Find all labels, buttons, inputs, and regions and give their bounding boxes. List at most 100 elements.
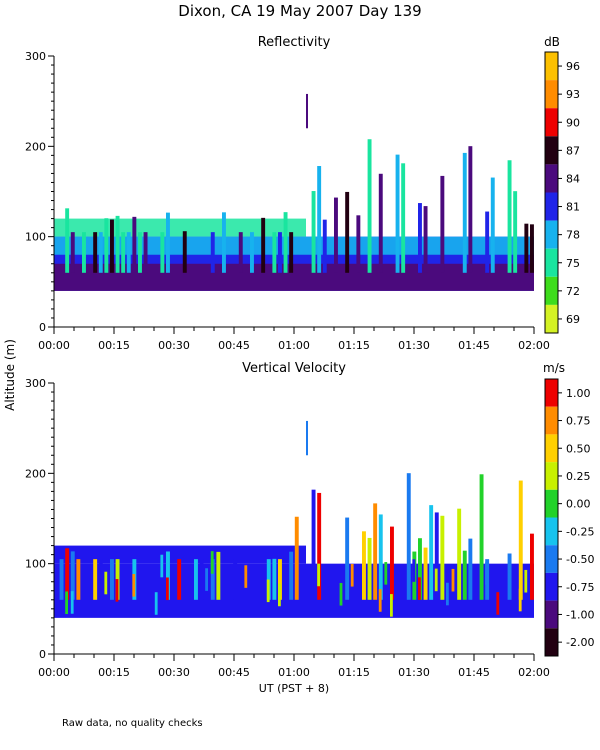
figure-title: Dixon, CA 19 May 2007 Day 139	[178, 2, 421, 20]
vertical-velocity-updraft-streak	[166, 577, 169, 601]
reflectivity-mid-layer	[54, 236, 534, 255]
vertical-velocity-updraft-streak	[524, 569, 528, 593]
vertical-velocity-echo-streak	[390, 526, 394, 600]
reflectivity-x-tick-label: 00:00	[38, 339, 70, 352]
reflectivity-echo-streak	[440, 175, 445, 273]
reflectivity-echo-streak	[93, 232, 98, 273]
vertical-velocity-updraft-streak	[205, 568, 208, 591]
reflectivity-echo-streak	[507, 160, 512, 273]
vertical-velocity-echo-streak	[311, 489, 316, 600]
vertical-velocity-echo-streak	[457, 508, 462, 600]
reflectivity-spike	[306, 93, 308, 129]
vertical-velocity-updraft-streak	[104, 571, 108, 595]
vertical-velocity-colorbar-label: 0.75	[566, 415, 591, 428]
vertical-velocity-echo-streak	[194, 559, 198, 600]
vertical-velocity-echo-streak	[65, 548, 70, 600]
vertical-velocity-echo-streak	[345, 517, 350, 600]
vertical-velocity-updraft-streak	[244, 565, 248, 588]
reflectivity-echo-streak	[423, 206, 428, 273]
reflectivity-colorbar-swatch	[545, 192, 558, 221]
reflectivity-echo-streak	[166, 212, 170, 273]
reflectivity-echo-streak	[468, 146, 473, 273]
reflectivity-colorbar-swatch	[545, 80, 558, 109]
reflectivity-echo-streak	[272, 232, 277, 273]
vertical-velocity-y-tick-label: 300	[25, 377, 46, 390]
vertical-velocity-x-tick-label: 00:45	[218, 666, 250, 679]
vertical-velocity-updraft-streak	[350, 563, 354, 587]
x-axis-label: UT (PST + 8)	[259, 682, 329, 695]
reflectivity-colorbar-swatch	[545, 108, 558, 137]
vertical-velocity-echo-streak	[418, 538, 422, 600]
vertical-velocity-echo-streak	[434, 512, 439, 600]
vertical-velocity-colorbar-swatch	[545, 628, 558, 656]
vertical-velocity-echo-streak	[423, 547, 428, 600]
vertical-velocity-updraft-streak	[518, 588, 522, 612]
vertical-velocity-x-tick-label: 01:30	[398, 666, 430, 679]
reflectivity-panel-title: Reflectivity	[258, 35, 331, 50]
reflectivity-colorbar-swatch	[545, 304, 558, 333]
vertical-velocity-echo-streak	[177, 559, 182, 600]
vertical-velocity-y-tick-label: 100	[25, 558, 46, 571]
reflectivity-echo-streak	[345, 191, 350, 273]
reflectivity-panel: Reflectivity 0 100 200 300 00:00 00:15 00:30 00…	[25, 35, 580, 352]
vertical-velocity-updraft-streak	[434, 568, 438, 592]
vertical-velocity-x-tick-label: 01:15	[338, 666, 370, 679]
reflectivity-echo-streak	[378, 173, 383, 273]
reflectivity-echo-streak	[182, 231, 187, 273]
reflectivity-echo-streak	[278, 232, 282, 273]
reflectivity-echo-streak	[138, 232, 142, 273]
vertical-velocity-echo-streak	[406, 473, 411, 600]
vertical-velocity-echo-streak	[216, 551, 221, 600]
vertical-velocity-updraft-streak	[160, 554, 164, 578]
vertical-velocity-echo-streak	[76, 559, 81, 600]
vertical-velocity-updraft-streak	[210, 551, 214, 574]
reflectivity-echo-streak	[132, 216, 137, 273]
reflectivity-echo-streak	[70, 232, 75, 273]
vertical-velocity-x-tick-label: 00:30	[158, 666, 190, 679]
reflectivity-echo-streak	[356, 215, 361, 273]
reflectivity-y-tick-label: 100	[25, 231, 46, 244]
reflectivity-echo-streak	[65, 208, 70, 273]
vertical-velocity-echo-streak	[462, 550, 467, 600]
reflectivity-colorbar-label: 96	[566, 60, 580, 73]
reflectivity-echo-streak	[289, 232, 294, 273]
reflectivity-echo-streak	[490, 177, 495, 273]
vertical-velocity-updraft-streak	[384, 562, 388, 585]
vertical-velocity-x-tick-label: 01:00	[278, 666, 310, 679]
vertical-velocity-y-tick-label: 0	[39, 648, 46, 661]
vertical-velocity-colorbar-label: -1.00	[566, 608, 594, 621]
reflectivity-echo-streak	[322, 219, 327, 273]
vertical-velocity-colorbar-swatch	[545, 572, 558, 601]
reflectivity-colorbar-label: 78	[566, 229, 580, 242]
vertical-velocity-colorbar-swatch	[545, 489, 558, 518]
vertical-velocity-spike	[306, 420, 308, 456]
vertical-velocity-updraft-streak	[115, 579, 119, 602]
vertical-velocity-echo-streak	[278, 559, 282, 600]
vertical-velocity-echo-streak	[289, 551, 294, 600]
vertical-velocity-echo-streak	[440, 515, 445, 600]
vertical-velocity-axes: 0 100 200 300 00:00 00:15 00:30 00:45 01:00 01:15…	[25, 377, 550, 679]
reflectivity-echo-streak	[513, 191, 518, 273]
vertical-velocity-updraft-streak	[70, 591, 74, 614]
reflectivity-echo-streak	[283, 212, 288, 273]
vertical-velocity-colorbar-frame	[544, 378, 559, 657]
reflectivity-echo-streak	[250, 232, 254, 273]
vertical-velocity-colorbar-label: 0.50	[566, 442, 591, 455]
reflectivity-echo-streak	[115, 215, 120, 273]
y-axis-label: Altitude (m)	[3, 339, 17, 411]
vertical-velocity-updraft-streak	[446, 582, 449, 606]
vertical-velocity-echo-streak	[272, 558, 277, 600]
vertical-velocity-echo-streak	[378, 514, 383, 600]
reflectivity-colorbar-label: 81	[566, 201, 580, 214]
reflectivity-echo-streak	[121, 232, 126, 273]
reflectivity-echo-streak	[317, 166, 322, 273]
vertical-velocity-colorbar-label: -0.75	[566, 581, 594, 594]
reflectivity-colorbar-swatch	[545, 164, 558, 193]
vertical-velocity-colorbar-swatch	[545, 545, 558, 573]
reflectivity-echo-streak	[98, 232, 103, 273]
reflectivity-x-tick-label: 01:15	[338, 339, 370, 352]
reflectivity-echo-streak	[210, 232, 215, 273]
reflectivity-colorbar-swatch	[545, 52, 558, 81]
vertical-velocity-updraft-streak	[317, 563, 320, 587]
reflectivity-colorbar-label: 69	[566, 313, 580, 326]
